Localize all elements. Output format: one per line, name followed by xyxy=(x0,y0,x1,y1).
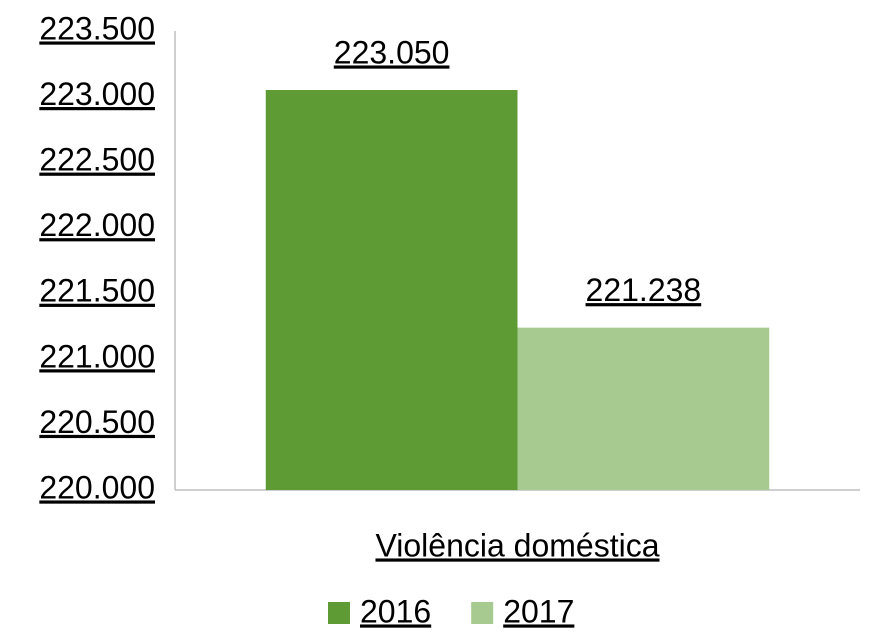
y-tick-label: 220.000 xyxy=(39,469,155,505)
bar xyxy=(265,90,518,490)
value-label: 221.238 xyxy=(586,272,702,308)
y-tick-label: 223.500 xyxy=(39,10,155,46)
y-tick-label: 221.000 xyxy=(39,338,155,374)
y-tick-label: 221.500 xyxy=(39,273,155,309)
y-tick-label: 223.000 xyxy=(39,76,155,112)
legend-label: 2016 xyxy=(360,593,431,629)
bar xyxy=(517,327,770,490)
y-tick-label: 222.500 xyxy=(39,142,155,178)
legend-swatch xyxy=(328,602,350,624)
legend-swatch xyxy=(471,602,494,624)
value-label: 223.050 xyxy=(334,34,450,70)
y-tick-label: 220.500 xyxy=(39,404,155,440)
y-tick-label: 222.000 xyxy=(39,207,155,243)
x-tick-label: Violência doméstica xyxy=(375,527,659,563)
legend-label: 2017 xyxy=(503,593,574,629)
